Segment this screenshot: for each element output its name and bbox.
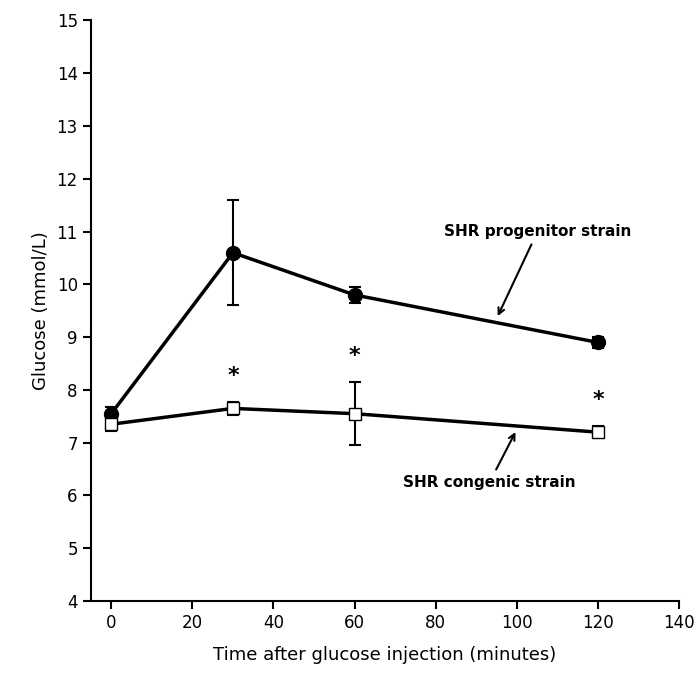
X-axis label: Time after glucose injection (minutes): Time after glucose injection (minutes)	[214, 646, 556, 664]
Text: SHR congenic strain: SHR congenic strain	[403, 434, 576, 490]
Text: SHR progenitor strain: SHR progenitor strain	[444, 224, 631, 314]
Text: *: *	[349, 346, 361, 366]
Y-axis label: Glucose (mmol/L): Glucose (mmol/L)	[32, 232, 50, 390]
Text: *: *	[227, 366, 239, 386]
Text: *: *	[592, 390, 603, 410]
